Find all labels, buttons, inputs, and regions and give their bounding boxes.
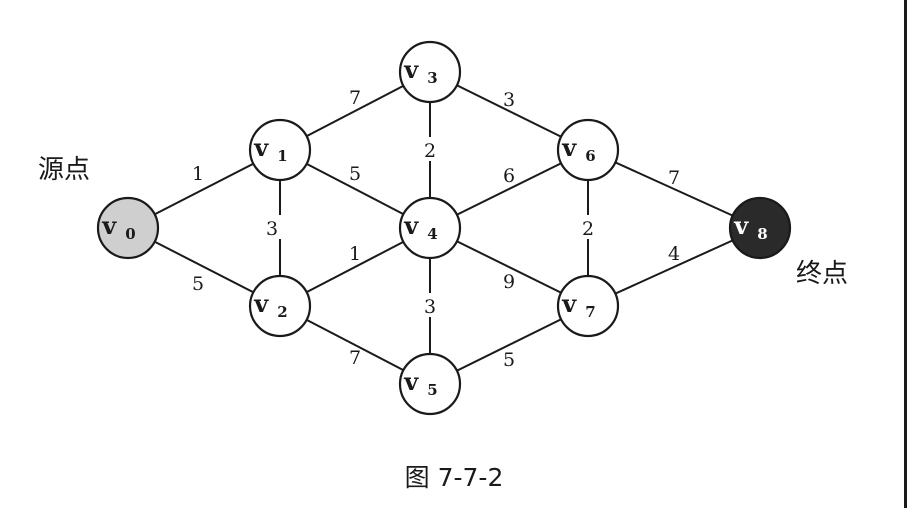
node-label-sub: 7 xyxy=(585,303,595,321)
edge-weight-bg xyxy=(263,215,281,239)
edge-weight-v1-v3: 7 xyxy=(349,87,361,109)
node-circle-v6 xyxy=(556,118,620,182)
node-label-base: v xyxy=(403,55,419,84)
edge-weight-v4-v6: 6 xyxy=(503,165,515,187)
edge-v6-v8 xyxy=(587,149,761,229)
edge-weight-v0-v2: 5 xyxy=(192,273,204,295)
node-label-sub: 3 xyxy=(427,69,437,87)
target-label: 终点 xyxy=(796,259,848,289)
node-circle-v8 xyxy=(728,196,792,260)
node-label-sub: 4 xyxy=(427,225,437,243)
node-label-base: v xyxy=(403,367,419,396)
node-circle-v7 xyxy=(556,274,620,338)
node-label-sub: 6 xyxy=(585,147,595,165)
edge-weight-v4-v5: 3 xyxy=(424,296,436,318)
edge-weight-v3-v4: 2 xyxy=(424,140,436,162)
node-label-sub: 0 xyxy=(125,225,135,243)
edge-weight-bg xyxy=(421,293,439,317)
edge-weight-v6-v8: 7 xyxy=(668,167,680,189)
source-label: 源点 xyxy=(38,155,90,185)
figure-caption: 图 7-7-2 xyxy=(405,463,504,492)
edge-weight-v2-v5: 7 xyxy=(349,347,361,369)
node-label-base: v xyxy=(561,289,577,318)
node-circle-v0 xyxy=(96,196,160,260)
edge-weight-v2-v4: 1 xyxy=(349,243,361,265)
edge-weight-v5-v7: 5 xyxy=(503,349,515,371)
edge-weight-v6-v7: 2 xyxy=(582,218,594,240)
node-label-base: v xyxy=(733,211,749,240)
edge-weight-v4-v7: 9 xyxy=(503,271,515,293)
edge-v7-v8 xyxy=(587,227,761,307)
node-label-sub: 5 xyxy=(427,381,437,399)
nodes-layer: v 0v 1v 2v 3v 4v 5v 6v 7v 8 xyxy=(96,40,792,416)
node-label-sub: 1 xyxy=(277,147,287,165)
edge-weight-v1-v2: 3 xyxy=(266,218,278,240)
node-circle-v2 xyxy=(248,274,312,338)
node-label-base: v xyxy=(561,133,577,162)
edge-weight-bg xyxy=(421,137,439,161)
node-circle-v1 xyxy=(248,118,312,182)
node-circle-v5 xyxy=(398,352,462,416)
node-circle-v4 xyxy=(398,196,462,260)
edge-weight-v1-v4: 5 xyxy=(349,163,361,185)
node-label-sub: 8 xyxy=(757,225,767,243)
edge-weights-layer: 1 5 3 7 5 1 7 2 3 6 9 3 5 2 7 4 xyxy=(192,87,680,371)
node-circle-v3 xyxy=(398,40,462,104)
node-label-base: v xyxy=(253,133,269,162)
edge-weight-v3-v6: 3 xyxy=(503,89,515,111)
edge-weight-bg xyxy=(579,215,597,239)
page-edge-rule xyxy=(904,0,907,508)
node-label-sub: 2 xyxy=(277,303,287,321)
node-label-base: v xyxy=(403,211,419,240)
node-label-base: v xyxy=(101,211,117,240)
node-label-base: v xyxy=(253,289,269,318)
edge-weight-v7-v8: 4 xyxy=(668,243,680,265)
edge-weight-v0-v1: 1 xyxy=(192,163,204,185)
